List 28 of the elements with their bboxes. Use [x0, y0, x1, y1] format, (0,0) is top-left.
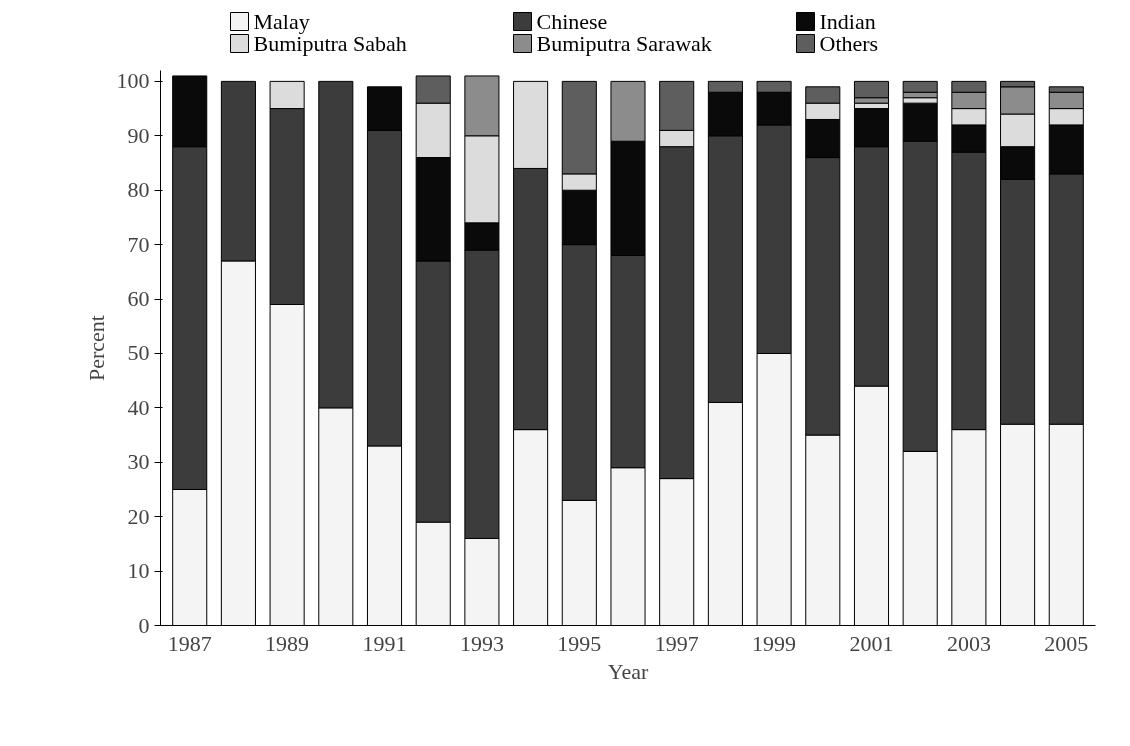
x-tick-label: 1999 [752, 630, 797, 656]
y-tick-label: 70 [127, 231, 150, 257]
x-tick-label: 1987 [167, 630, 212, 656]
y-tick-label: 30 [127, 449, 150, 475]
y-tick-label: 60 [127, 286, 150, 312]
y-axis-title: Percent [83, 315, 109, 381]
x-tick-label: 2003 [946, 630, 991, 656]
legend-label: Others [819, 31, 879, 56]
legend-label: Indian [819, 9, 876, 34]
x-axis-title: Year [607, 658, 649, 684]
x-tick-label: 1997 [654, 630, 699, 656]
x-tick-label: 2001 [849, 630, 894, 656]
legend-label: Bumiputra Sarawak [536, 31, 712, 56]
x-tick-label: 1991 [362, 630, 407, 656]
y-tick-label: 50 [127, 340, 150, 366]
y-tick-label: 40 [127, 394, 150, 420]
y-tick-label: 0 [138, 612, 150, 638]
y-tick-label: 10 [127, 558, 150, 584]
y-tick-label: 80 [127, 177, 150, 203]
y-tick-label: 20 [127, 503, 150, 529]
x-tick-label: 1995 [557, 630, 602, 656]
legend-label: Malay [253, 9, 310, 34]
y-tick-label: 90 [127, 122, 150, 148]
legend-label: Chinese [536, 9, 608, 34]
x-tick-label: 1989 [265, 630, 310, 656]
x-tick-label: 1993 [459, 630, 504, 656]
x-tick-label: 2005 [1044, 630, 1089, 656]
y-tick-label: 100 [116, 68, 150, 94]
